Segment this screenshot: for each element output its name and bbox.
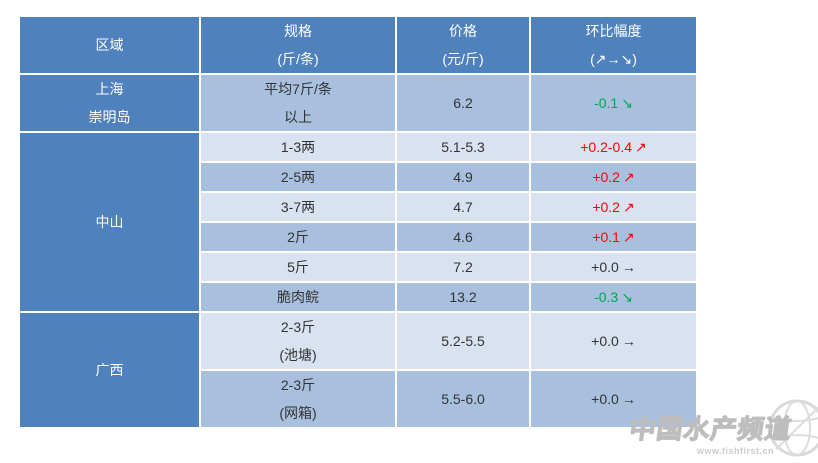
price-cell: 4.7 [395, 191, 531, 223]
change-cell: +0.0 → [529, 251, 698, 283]
price-cell: 7.2 [395, 251, 531, 283]
change-cell: +0.2-0.4 ↗ [529, 131, 698, 163]
col-header-label: 环比幅度 [585, 23, 642, 39]
change-cell: +0.0 → [529, 311, 698, 371]
trend-down-icon: ↘ [621, 288, 633, 305]
price-cell: 5.2-5.5 [395, 311, 531, 371]
region-label: 中山 [95, 214, 124, 230]
table-row: 中山 1-3两 5.1-5.3 +0.2-0.4 ↗ [18, 131, 698, 313]
header-row: 区域 规格 (斤/条) 价格 (元/斤) 环比幅度 (↗→↘) [18, 15, 698, 75]
price-cell: 4.9 [395, 161, 531, 193]
price-cell: 13.2 [395, 281, 531, 313]
spec-cell: 1-3两 [199, 131, 397, 163]
col-header-unit: (斤/条) [277, 51, 319, 67]
change-cell: -0.1 ↘ [529, 73, 698, 133]
price-cell: 5.1-5.3 [395, 131, 531, 163]
spec-cell: 2斤 [199, 221, 397, 253]
col-header-label: 价格 [449, 23, 477, 39]
change-cell: -0.3 ↘ [529, 281, 698, 313]
spec-cell: 3-7两 [199, 191, 397, 223]
col-header-unit: (↗→↘) [590, 51, 637, 67]
trend-down-icon: ↘ [621, 94, 633, 111]
col-header-unit: (元/斤) [442, 51, 484, 67]
col-header-price: 价格 (元/斤) [395, 15, 531, 75]
trend-flat-icon: → [621, 391, 636, 407]
table-row: 2-3斤 (网箱) 5.5-6.0 +0.0 → [19, 369, 698, 429]
change-cell: +0.1 ↗ [529, 221, 698, 253]
price-table: 区域 规格 (斤/条) 价格 (元/斤) 环比幅度 (↗→↘) 上海 [18, 15, 698, 429]
watermark-url: www.fishfirst.cn [696, 446, 774, 456]
col-header-label: 规格 [284, 23, 312, 39]
col-header-change: 环比幅度 (↗→↘) [529, 15, 698, 75]
spec-cell: 2-3斤 (网箱) [199, 369, 397, 429]
table-row: 广西 2-3斤 (池塘) 5.2-5.5 +0.0 → [18, 311, 698, 429]
region-label: 崇明岛 [88, 109, 131, 125]
region-cell-shanghai-chongming: 上海 崇明岛 [18, 73, 201, 133]
trend-up-icon: ↗ [622, 228, 635, 245]
table-row: 上海 崇明岛 平均7斤/条 以上 6.2 -0.1 ↘ [18, 73, 698, 133]
table-row: 2斤 4.6 +0.1 ↗ [19, 221, 698, 253]
region-label: 广西 [95, 362, 124, 378]
price-cell: 4.6 [395, 221, 531, 253]
spec-cell: 2-5两 [199, 161, 397, 193]
price-cell: 6.2 [395, 73, 531, 133]
col-header-label: 区域 [95, 37, 124, 53]
region-cell-zhongshan: 中山 [18, 131, 201, 313]
spec-cell: 5斤 [199, 251, 397, 283]
region-cell-guangxi: 广西 [18, 311, 201, 429]
col-header-spec: 规格 (斤/条) [199, 15, 397, 75]
spec-cell: 平均7斤/条 以上 [199, 73, 397, 133]
trend-up-icon: ↗ [622, 168, 635, 185]
table-row: 3-7两 4.7 +0.2 ↗ [19, 191, 698, 223]
change-cell: +0.2 ↗ [529, 161, 698, 193]
trend-up-icon: ↗ [635, 138, 647, 155]
trend-flat-icon: → [621, 259, 636, 275]
change-cell: +0.0 → [529, 369, 698, 429]
trend-flat-icon: → [621, 333, 636, 349]
region-label: 上海 [95, 81, 124, 97]
price-cell: 5.5-6.0 [395, 369, 531, 429]
table-row: 2-5两 4.9 +0.2 ↗ [19, 161, 698, 193]
trend-up-icon: ↗ [622, 198, 635, 215]
table-row: 脆肉鲩 13.2 -0.3 ↘ [19, 281, 698, 313]
globe-icon [768, 399, 818, 457]
spec-cell: 2-3斤 (池塘) [199, 311, 397, 371]
table-row: 5斤 7.2 +0.0 → [19, 251, 698, 283]
spec-cell: 脆肉鲩 [199, 281, 397, 313]
change-cell: +0.2 ↗ [529, 191, 698, 223]
col-header-region: 区域 [18, 15, 201, 75]
